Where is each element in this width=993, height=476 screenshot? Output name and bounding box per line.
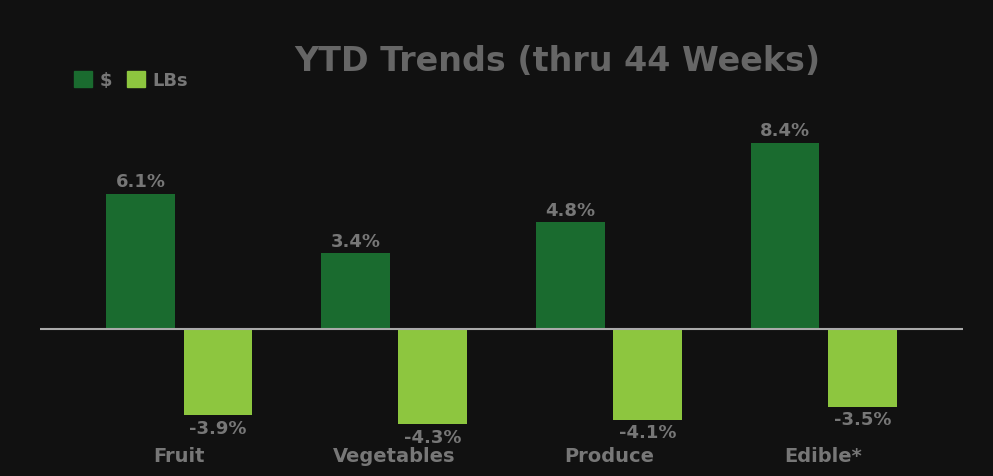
Bar bbox=[321, 254, 390, 329]
Legend: $, LBs: $, LBs bbox=[68, 64, 195, 97]
Bar bbox=[751, 143, 819, 329]
Text: Produce: Produce bbox=[564, 446, 653, 466]
Text: -3.9%: -3.9% bbox=[190, 419, 246, 437]
Text: 8.4%: 8.4% bbox=[760, 122, 810, 140]
Bar bbox=[536, 223, 605, 329]
Text: Vegetables: Vegetables bbox=[333, 446, 456, 466]
Text: -4.1%: -4.1% bbox=[619, 423, 676, 441]
Bar bbox=[184, 329, 252, 416]
Text: -4.3%: -4.3% bbox=[404, 428, 462, 446]
Text: Edible*: Edible* bbox=[784, 446, 863, 466]
Bar bbox=[613, 329, 682, 420]
Text: 4.8%: 4.8% bbox=[545, 202, 595, 219]
Bar bbox=[106, 194, 175, 329]
Text: YTD Trends (thru 44 Weeks): YTD Trends (thru 44 Weeks) bbox=[294, 45, 820, 78]
Text: 3.4%: 3.4% bbox=[331, 233, 380, 251]
Text: Fruit: Fruit bbox=[154, 446, 206, 466]
Bar bbox=[828, 329, 897, 407]
Text: -3.5%: -3.5% bbox=[833, 410, 891, 428]
Text: 6.1%: 6.1% bbox=[115, 173, 166, 191]
Bar bbox=[398, 329, 467, 425]
